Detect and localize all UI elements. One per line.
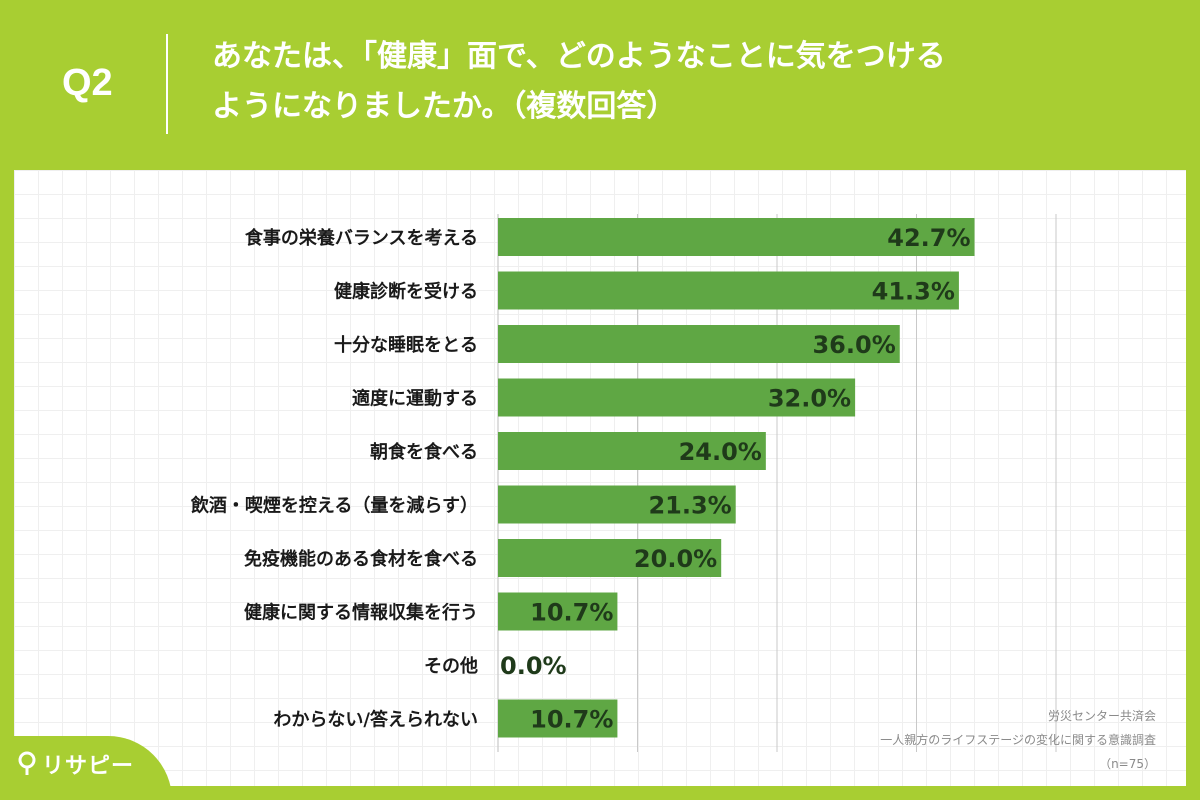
source-note: 労災センター共済会 一人親方のライフステージの変化に関する意識調査 （n=75）	[880, 704, 1156, 776]
brand-logo: リサピー	[16, 748, 134, 780]
value-label: 21.3%	[648, 492, 731, 520]
pin-icon	[18, 751, 36, 775]
bar	[498, 592, 618, 631]
source-org: 労災センター共済会	[1047, 709, 1156, 723]
value-label: 20.0%	[634, 545, 717, 573]
question-number: Q2	[62, 62, 113, 104]
source-survey: 一人親方のライフステージの変化に関する意識調査	[880, 733, 1156, 747]
value-label: 32.0%	[768, 385, 851, 413]
category-label: 十分な睡眠をとる	[334, 334, 478, 356]
value-label: 41.3%	[872, 278, 955, 306]
value-label: 36.0%	[812, 331, 895, 359]
bar	[498, 378, 856, 417]
category-label: 朝食を食べる	[370, 441, 478, 463]
chart-category-labels: 食事の栄養バランスを考える健康診断を受ける十分な睡眠をとる適度に運動する朝食を食…	[190, 227, 478, 731]
value-label: 24.0%	[679, 438, 762, 466]
bar	[498, 218, 975, 256]
category-label: 健康に関する情報収集を行う	[244, 602, 478, 624]
header: Q2 あなたは、「健康」面で、どのようなことに気をつける ようになりましたか。（…	[0, 0, 1200, 170]
chart-value-labels: 42.7% 41.3% 36.0% 32.0%24.0% 21.3% 20.0% 10.7%…	[500, 224, 971, 734]
header-divider	[166, 34, 168, 134]
bar	[498, 539, 722, 577]
question-line-2: ようになりましたか。（複数回答）	[212, 89, 677, 124]
category-label: 健康診断を受ける	[334, 281, 478, 303]
category-label: 免疫機能のある食材を食べる	[244, 548, 478, 570]
value-label: 0.0%	[500, 652, 567, 680]
question-text: あなたは、「健康」面で、どのようなことに気をつける ようになりましたか。（複数回…	[212, 32, 1172, 132]
bar	[498, 432, 766, 470]
category-label: その他	[424, 655, 478, 677]
bar	[498, 699, 618, 738]
value-label: 10.7%	[530, 706, 613, 734]
chart-bars	[498, 218, 975, 738]
question-line-1: あなたは、「健康」面で、どのようなことに気をつける	[212, 39, 946, 74]
value-label: 10.7%	[530, 599, 613, 627]
bar	[498, 485, 736, 524]
logo-text: リサピー	[42, 754, 135, 779]
sample-size: （n=75）	[1099, 757, 1156, 771]
category-label: 飲酒・喫煙を控える（量を減らす）	[190, 495, 478, 517]
category-label: 適度に運動する	[352, 388, 478, 410]
category-label: わからない/答えられない	[273, 709, 478, 731]
value-label: 42.7%	[887, 224, 970, 252]
bar	[498, 325, 900, 363]
bar	[498, 271, 959, 310]
category-label: 食事の栄養バランスを考える	[244, 227, 478, 249]
